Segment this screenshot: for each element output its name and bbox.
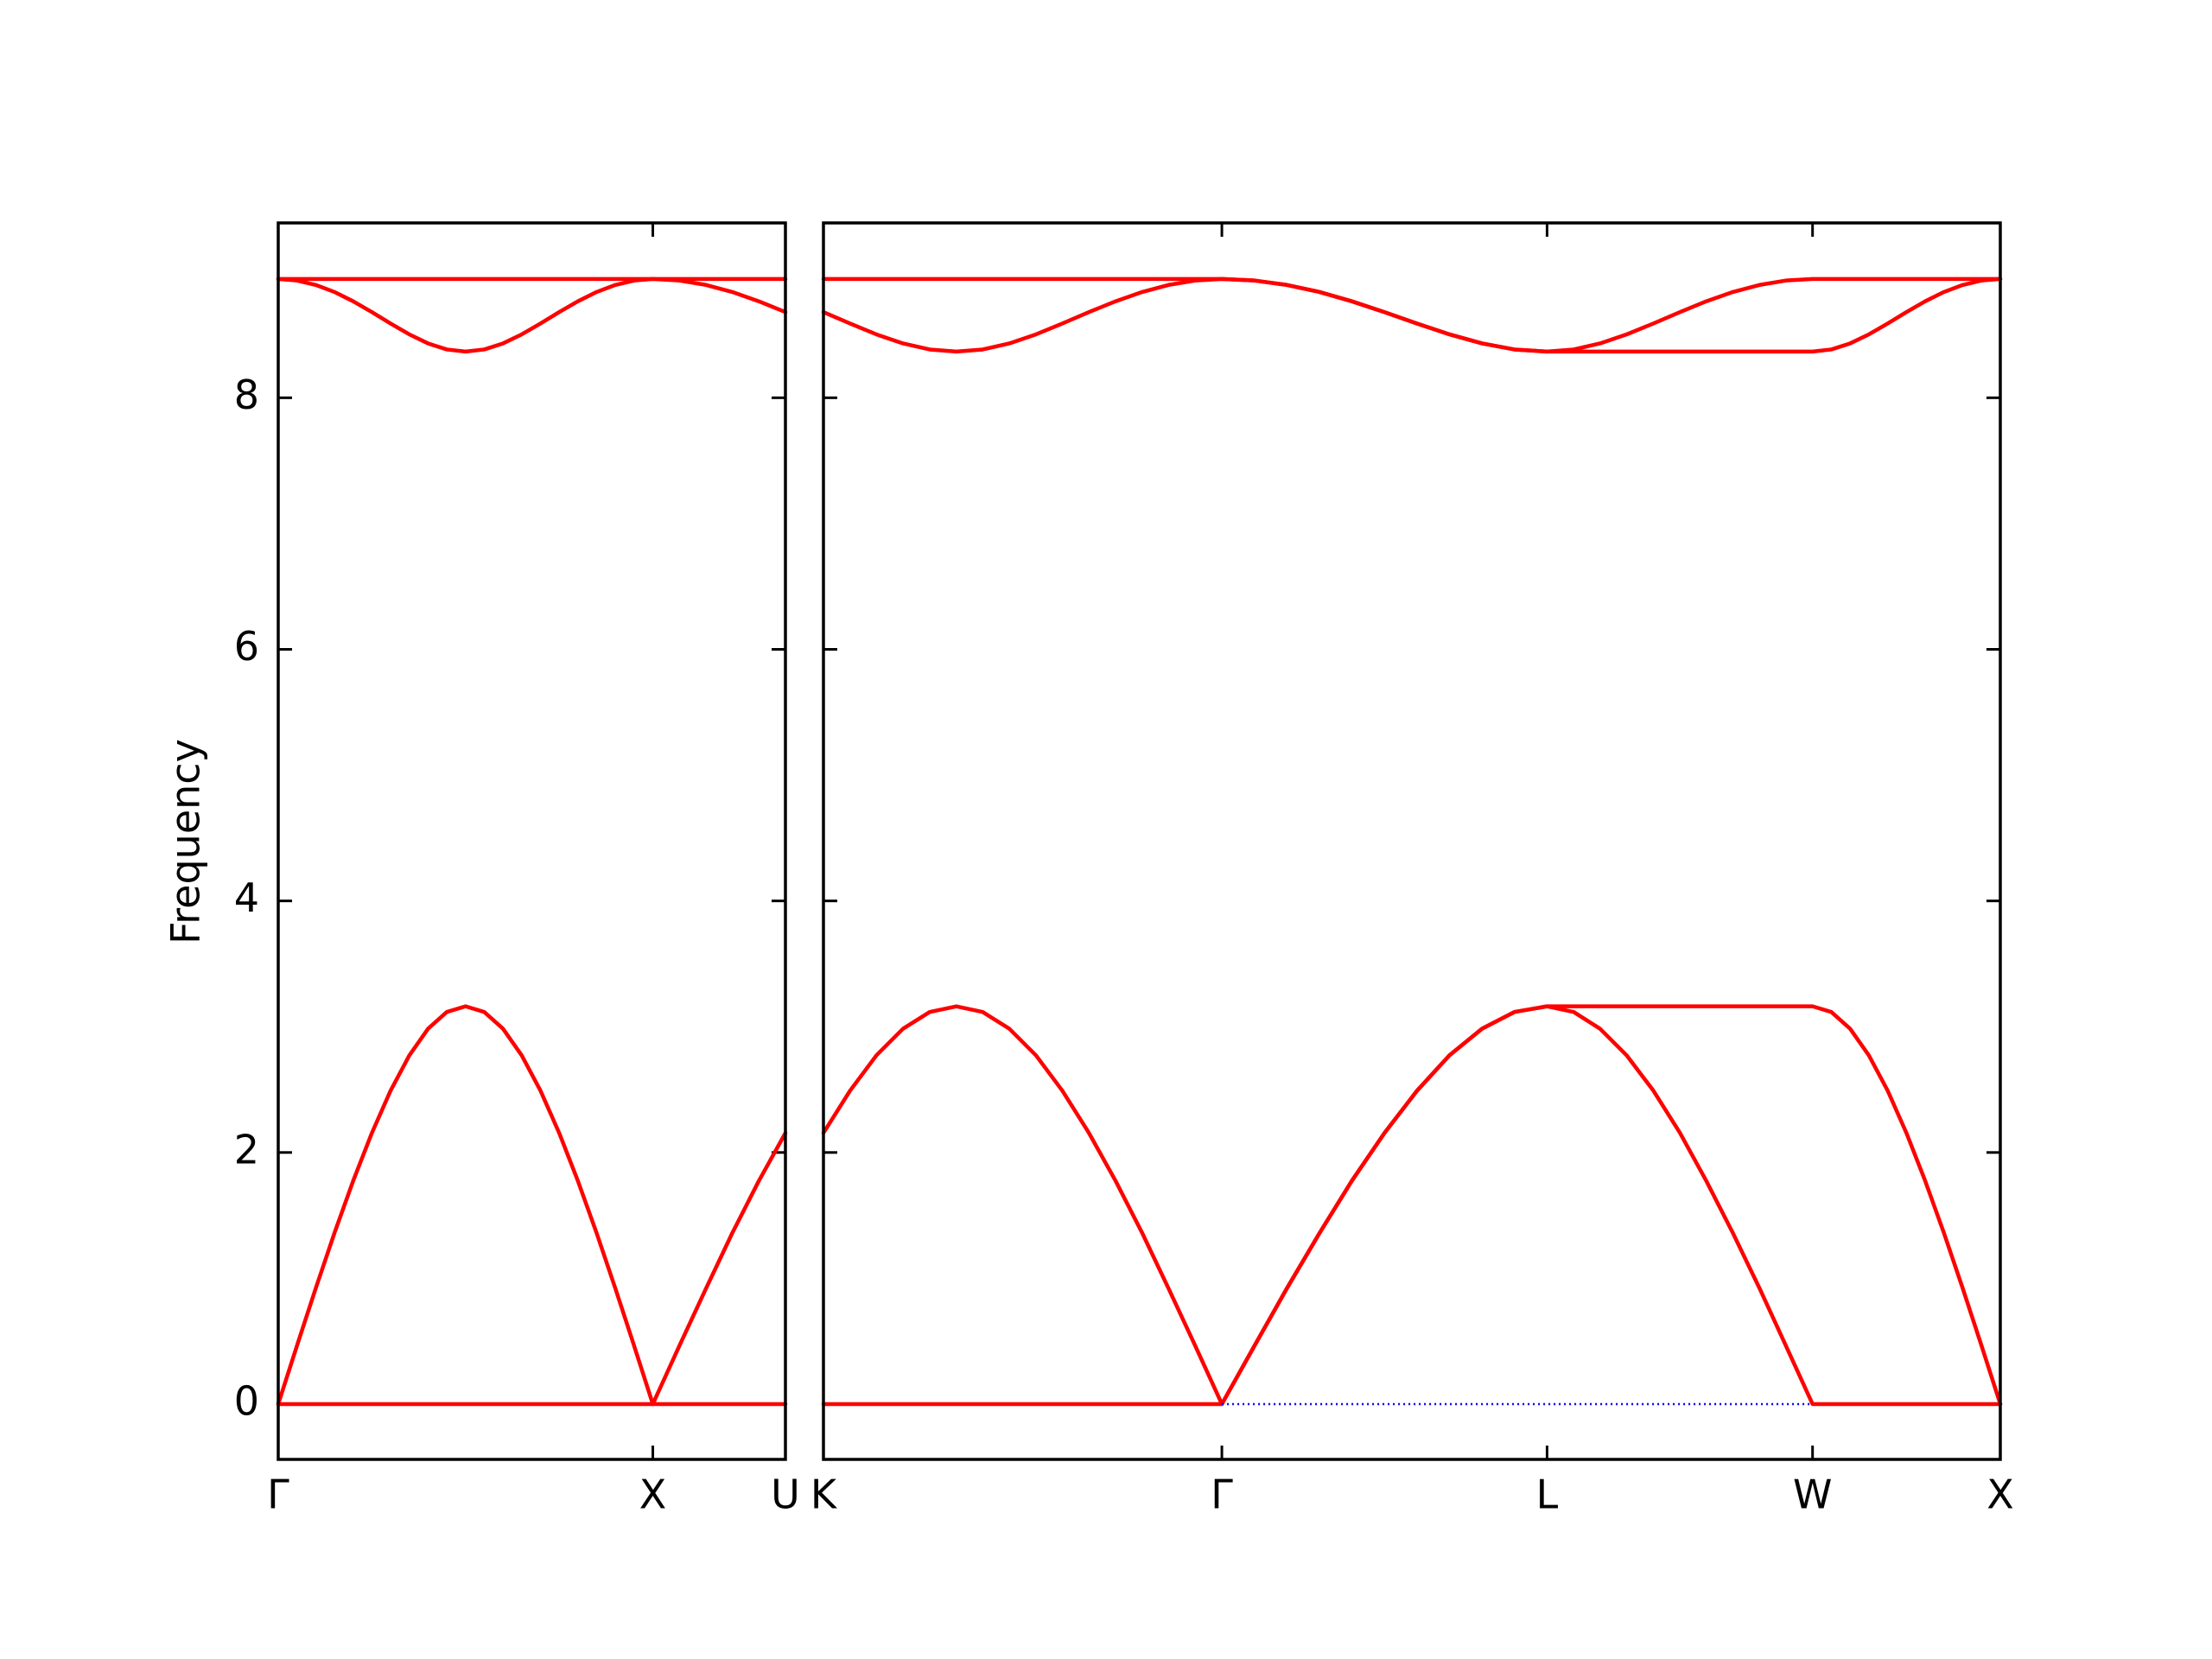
x-tick-label: Γ	[1211, 1471, 1233, 1518]
band-line	[821, 276, 2003, 354]
band-line	[821, 1004, 2003, 1407]
x-tick-label: X	[639, 1471, 667, 1518]
y-axis-label: Frequency	[162, 739, 209, 944]
y-tick-label: 4	[234, 874, 259, 921]
plot-frame	[822, 221, 2002, 1461]
y-tick-label: 2	[234, 1126, 259, 1173]
y-tick-label: 0	[234, 1377, 259, 1424]
x-tick-label: U	[771, 1471, 800, 1518]
y-tick-label: 8	[234, 372, 259, 418]
plot-frame	[276, 221, 787, 1461]
band-line	[276, 1004, 788, 1407]
x-tick-label: W	[1793, 1471, 1832, 1518]
y-tick-label: 6	[234, 623, 259, 670]
x-tick-label: L	[1536, 1471, 1559, 1518]
x-tick-label: K	[810, 1471, 838, 1518]
x-tick-label: X	[1986, 1471, 2014, 1518]
x-tick-label: Γ	[267, 1471, 289, 1518]
